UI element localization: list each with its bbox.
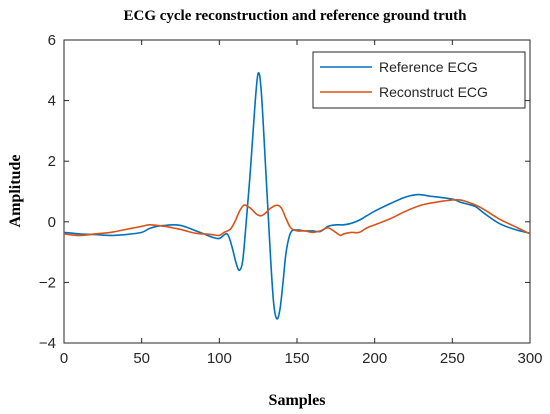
y-tick-label: −4 [39,335,56,352]
y-tick-label: 6 [48,32,56,49]
legend-label-reconstruct: Reconstruct ECG [379,84,488,100]
x-tick-label: 300 [517,350,542,367]
y-tick-label: 0 [48,214,56,231]
x-tick-label: 100 [207,350,232,367]
x-tick-label: 200 [362,350,387,367]
x-tick-label: 250 [440,350,465,367]
legend-label-reference: Reference ECG [379,59,478,75]
chart-title: ECG cycle reconstruction and reference g… [123,8,467,24]
series-line-reference [63,72,531,320]
series-lines [63,72,531,320]
y-tick-label: −2 [39,274,56,291]
axis-ticks: 0 50 100 150 200 250 300 −4 −2 0 2 4 6 [39,32,543,367]
y-tick-label: 4 [48,93,56,110]
x-axis-label: Samples [269,392,326,409]
x-tick-label: 0 [60,350,68,367]
legend: Reference ECG Reconstruct ECG [312,51,526,109]
y-axis-label: Amplitude [7,155,24,228]
y-tick-label: 2 [48,153,56,170]
x-tick-label: 50 [133,350,150,367]
series-line-reconstruct [63,198,531,237]
legend-box [312,51,526,109]
x-tick-label: 150 [284,350,309,367]
